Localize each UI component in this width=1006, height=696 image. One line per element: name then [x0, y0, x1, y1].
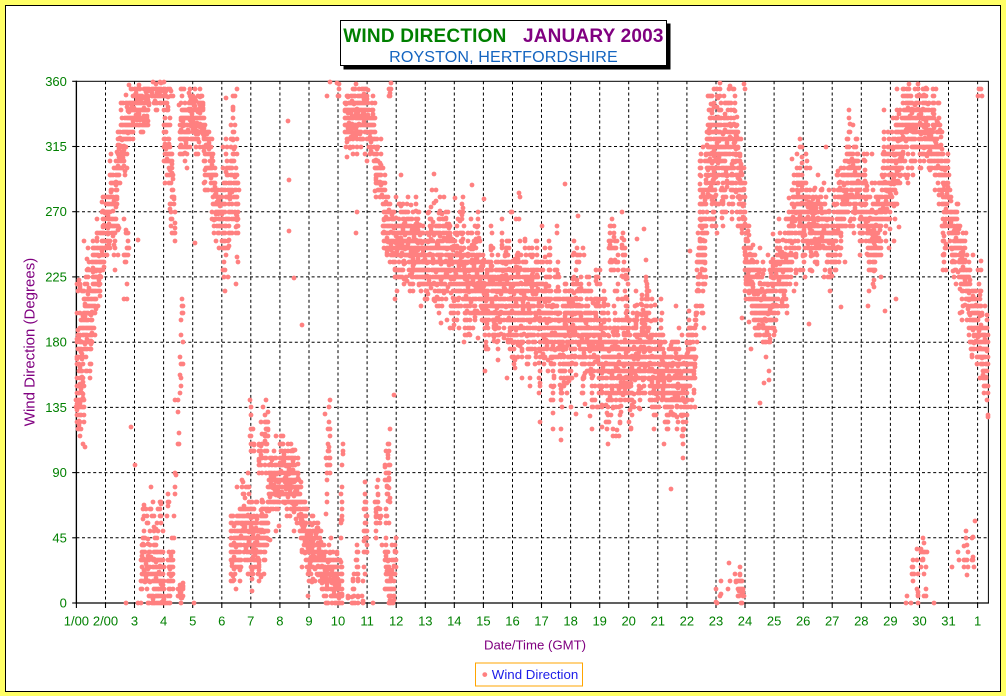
svg-text:135: 135	[45, 400, 67, 415]
svg-text:26: 26	[796, 614, 810, 629]
svg-text:315: 315	[45, 139, 67, 154]
svg-text:9: 9	[305, 614, 312, 629]
svg-text:45: 45	[52, 530, 66, 545]
svg-text:10: 10	[331, 614, 345, 629]
svg-text:11: 11	[360, 614, 374, 629]
svg-text:180: 180	[45, 335, 67, 350]
svg-text:28: 28	[854, 614, 868, 629]
svg-text:5: 5	[189, 614, 196, 629]
svg-text:24: 24	[738, 614, 752, 629]
svg-text:90: 90	[52, 465, 66, 480]
svg-text:6: 6	[218, 614, 225, 629]
svg-text:20: 20	[621, 614, 635, 629]
svg-text:15: 15	[476, 614, 490, 629]
svg-text:8: 8	[276, 614, 283, 629]
svg-text:29: 29	[883, 614, 897, 629]
svg-text:19: 19	[592, 614, 606, 629]
svg-text:270: 270	[45, 204, 67, 219]
svg-text:22: 22	[680, 614, 694, 629]
svg-text:12: 12	[389, 614, 403, 629]
svg-text:3: 3	[131, 614, 138, 629]
svg-text:13: 13	[418, 614, 432, 629]
svg-text:Date/Time (GMT): Date/Time (GMT)	[484, 637, 586, 652]
svg-text:18: 18	[563, 614, 577, 629]
svg-text:360: 360	[45, 74, 67, 89]
svg-text:0: 0	[60, 596, 67, 611]
svg-text:30: 30	[912, 614, 926, 629]
svg-text:21: 21	[651, 614, 665, 629]
svg-text:Wind Direction: Wind Direction	[492, 667, 578, 682]
svg-text:23: 23	[709, 614, 723, 629]
svg-text:7: 7	[247, 614, 254, 629]
svg-text:Wind Direction (Degrees): Wind Direction (Degrees)	[22, 258, 39, 426]
svg-text:31: 31	[941, 614, 955, 629]
svg-text:1: 1	[974, 614, 981, 629]
svg-text:2/00: 2/00	[93, 614, 118, 629]
svg-text:25: 25	[767, 614, 781, 629]
svg-text:225: 225	[45, 269, 67, 284]
svg-text:4: 4	[160, 614, 167, 629]
svg-text:14: 14	[447, 614, 461, 629]
svg-text:1/00: 1/00	[64, 614, 89, 629]
svg-text:17: 17	[534, 614, 548, 629]
svg-text:16: 16	[505, 614, 519, 629]
svg-text:27: 27	[825, 614, 839, 629]
